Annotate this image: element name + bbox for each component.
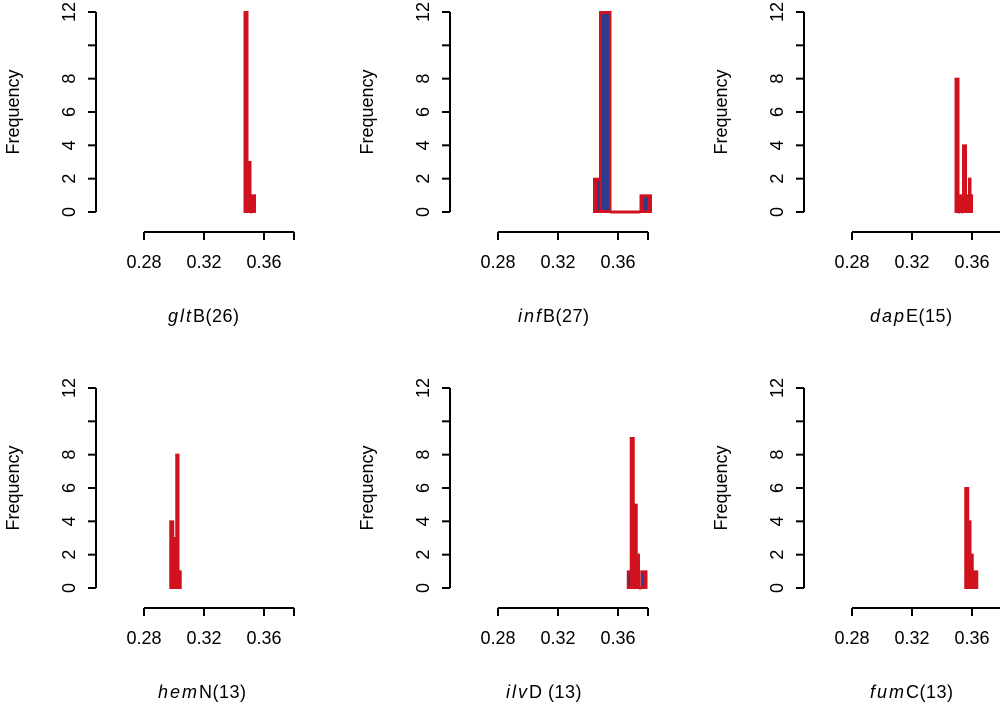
histogram-gltb: 0.28 0.32 0.36 0 2 4 6 8 12 Frequency	[3, 2, 295, 272]
y-axis-title: Frequency	[357, 69, 377, 154]
y-tick-label: 6	[59, 107, 79, 117]
y-axis-title: Frequency	[711, 69, 731, 154]
x-tick-label: 0.36	[246, 252, 281, 272]
y-tick-label: 2	[413, 550, 433, 560]
histogram-bar-inner	[643, 197, 648, 210]
x-tick-label: 0.32	[186, 628, 221, 648]
y-tick-label: 12	[413, 378, 433, 398]
y-tick-label: 0	[59, 583, 79, 593]
x-tick-label: 0.32	[540, 628, 575, 648]
y-tick-label: 2	[59, 550, 79, 560]
y-tick-label: 0	[767, 583, 787, 593]
histogram-bar	[635, 553, 640, 590]
y-tick-label: 6	[767, 483, 787, 493]
y-tick-label: 4	[59, 516, 79, 526]
y-tick-label: 6	[59, 483, 79, 493]
x-tick-label: 0.36	[600, 628, 635, 648]
gene-label-infb: infB(27)	[518, 306, 590, 326]
histogram-bar	[251, 194, 256, 213]
histogram-dape: 0.28 0.32 0.36 0 2 4 6 8 12 Frequency	[711, 2, 1000, 272]
x-tick-label: 0.28	[126, 628, 161, 648]
histogram-bar-inner	[601, 14, 609, 210]
gene-label-gltb: gltB(26)	[168, 306, 240, 326]
panel-infb: 0.28 0.32 0.36 0 2 4 6 8 12 Frequency infB(27)	[354, 0, 687, 352]
y-tick-label: 2	[413, 174, 433, 184]
x-tick-label: 0.32	[894, 252, 929, 272]
histogram-bar	[175, 453, 180, 589]
x-tick-label: 0.36	[246, 628, 281, 648]
panel-ilvd: 0.28 0.32 0.36 0 2 4 6 8 12 Frequency ilvD (13)	[354, 376, 687, 728]
y-tick-label: 4	[413, 516, 433, 526]
y-axis-title: Frequency	[711, 445, 731, 530]
gene-label-dape: dapE(15)	[870, 306, 953, 326]
histogram-bar	[954, 77, 960, 213]
histogram-bar	[248, 161, 252, 213]
y-axis-title: Frequency	[3, 69, 23, 154]
gene-label-ilvd: ilvD (13)	[506, 682, 583, 702]
y-tick-label: 4	[413, 140, 433, 150]
histogram-bar-inner	[597, 180, 600, 210]
histogram-infb: 0.28 0.32 0.36 0 2 4 6 8 12 Frequency	[357, 2, 652, 272]
y-tick-label: 2	[767, 550, 787, 560]
y-tick-label: 0	[413, 583, 433, 593]
histogram-bar-inner	[642, 573, 644, 586]
y-tick-label: 8	[767, 74, 787, 84]
histogram-bar	[971, 570, 979, 589]
y-tick-label: 12	[413, 2, 433, 22]
y-tick-label: 2	[767, 174, 787, 184]
histogram-bar	[177, 570, 182, 589]
y-tick-label: 4	[59, 140, 79, 150]
x-tick-label: 0.36	[954, 252, 989, 272]
y-axis-title: Frequency	[3, 445, 23, 530]
histogram-bar	[632, 503, 638, 590]
histogram-bar	[962, 144, 967, 213]
x-tick-label: 0.28	[480, 628, 515, 648]
y-tick-label: 12	[767, 378, 787, 398]
histogram-bar	[959, 194, 963, 213]
y-tick-label: 8	[413, 74, 433, 84]
x-tick-label: 0.36	[954, 628, 989, 648]
y-tick-label: 0	[767, 207, 787, 217]
x-tick-label: 0.32	[540, 252, 575, 272]
histogram-fumc: 0.28 0.32 0.36 0 2 4 6 8 12 Frequency	[711, 378, 1000, 648]
y-tick-label: 12	[59, 378, 79, 398]
panel-dape: 0.28 0.32 0.36 0 2 4 6 8 12 Frequency dapE(15)	[708, 0, 1000, 352]
histogram-hemn: 0.28 0.32 0.36 0 2 4 6 8 12 Frequency	[3, 378, 295, 648]
y-tick-label: 0	[59, 207, 79, 217]
y-tick-label: 8	[59, 74, 79, 84]
x-tick-label: 0.28	[834, 252, 869, 272]
gene-label-hemn: hemN(13)	[158, 682, 247, 702]
x-tick-label: 0.28	[834, 628, 869, 648]
panel-hemn: 0.28 0.32 0.36 0 2 4 6 8 12 Frequency hemN(13)	[0, 376, 333, 728]
histogram-ilvd: 0.28 0.32 0.36 0 2 4 6 8 12 Frequency	[357, 378, 649, 648]
y-tick-label: 8	[59, 450, 79, 460]
y-tick-label: 6	[413, 483, 433, 493]
gene-label-fumc: fumC(13)	[870, 682, 954, 702]
y-tick-label: 4	[767, 140, 787, 150]
panel-gltb: 0.28 0.32 0.36 0 2 4 6 8 12 Frequency gltB(26)	[0, 0, 333, 352]
x-tick-label: 0.36	[600, 252, 635, 272]
histogram-bar	[969, 194, 973, 213]
y-tick-label: 12	[59, 2, 79, 22]
y-tick-label: 6	[413, 107, 433, 117]
histogram-bar-inner	[628, 573, 630, 586]
x-tick-label: 0.28	[480, 252, 515, 272]
y-tick-label: 0	[413, 207, 433, 217]
y-tick-label: 2	[59, 174, 79, 184]
y-tick-label: 8	[413, 450, 433, 460]
y-tick-label: 12	[767, 2, 787, 22]
y-tick-label: 8	[767, 450, 787, 460]
histogram-bar	[640, 570, 648, 589]
y-axis-title: Frequency	[357, 445, 377, 530]
x-tick-label: 0.28	[126, 252, 161, 272]
y-tick-label: 6	[767, 107, 787, 117]
y-tick-label: 4	[767, 516, 787, 526]
histogram-grid: 0.28 0.32 0.36 0 2 4 6 8 12 Frequency gltB(26) 0.…	[0, 0, 1000, 702]
histogram-bar	[243, 11, 249, 213]
panel-fumc: 0.28 0.32 0.36 0 2 4 6 8 12 Frequency fumC(13)	[708, 376, 1000, 728]
x-tick-label: 0.32	[186, 252, 221, 272]
x-tick-label: 0.32	[894, 628, 929, 648]
